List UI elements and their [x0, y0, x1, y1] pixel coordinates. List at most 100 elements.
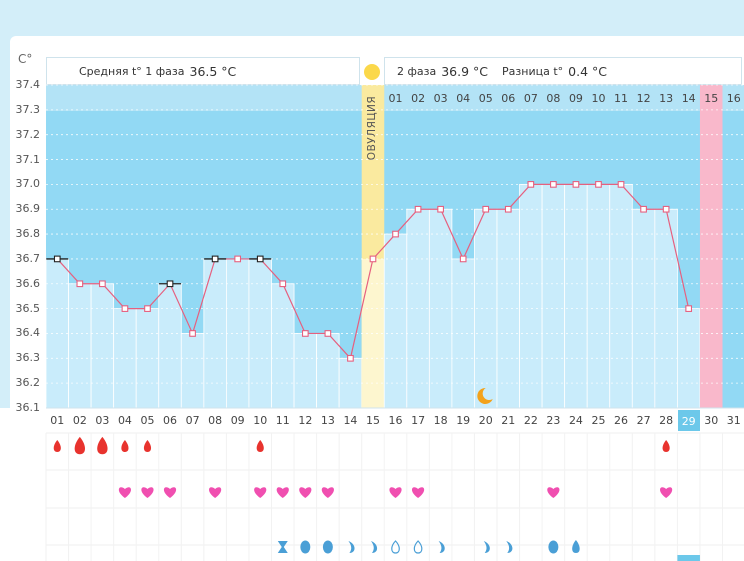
- temperature-point: [685, 305, 693, 312]
- x-tick-label[interactable]: 20: [478, 414, 493, 427]
- discharge-curl-icon: [506, 541, 513, 553]
- temperature-point: [572, 181, 580, 188]
- temperature-point: [53, 255, 61, 263]
- heart-icon: [411, 487, 425, 498]
- y-tick-label: 36.1: [15, 401, 41, 414]
- x-tick-label[interactable]: 14: [343, 414, 358, 427]
- phase2-day-number: 08: [546, 92, 561, 105]
- temperature-bar: [180, 333, 205, 409]
- x-tick-label[interactable]: 19: [456, 414, 471, 427]
- heart-icon: [209, 487, 222, 498]
- temperature-point: [482, 205, 490, 213]
- x-tick-label[interactable]: 17: [411, 414, 426, 427]
- discharge-curl-icon: [348, 541, 355, 553]
- x-tick-label[interactable]: 09: [230, 414, 245, 427]
- x-tick-label[interactable]: 15: [366, 414, 380, 427]
- x-tick-label[interactable]: 18: [433, 414, 448, 427]
- temperature-point: [347, 354, 354, 362]
- x-tick-label[interactable]: 27: [636, 414, 651, 427]
- x-tick-label[interactable]: 10: [253, 414, 268, 427]
- x-tick-label[interactable]: 08: [208, 414, 223, 427]
- temperature-point: [234, 255, 242, 263]
- temperature-point: [76, 280, 84, 288]
- temperature-bar: [519, 183, 543, 409]
- y-tick-label: 37.0: [15, 177, 41, 191]
- blood-drop-icon: [97, 436, 108, 455]
- temperature-bar: [406, 208, 430, 409]
- y-tick-label: 36.3: [15, 351, 41, 365]
- heart-icon: [141, 487, 154, 498]
- y-tick-label: 36.2: [15, 376, 41, 390]
- temperature-bar: [293, 333, 317, 409]
- heart-icon: [118, 487, 132, 498]
- x-tick-label[interactable]: 26: [614, 414, 629, 427]
- temperature-point: [617, 181, 625, 188]
- x-tick-label[interactable]: 30: [704, 414, 719, 427]
- temperature-point: [301, 330, 309, 337]
- x-tick-label[interactable]: 24: [568, 414, 583, 427]
- x-tick-label[interactable]: 28: [659, 414, 674, 427]
- temperature-point: [640, 205, 647, 213]
- temperature-point: [369, 255, 377, 263]
- temperature-bar: [90, 283, 115, 409]
- temperature-bar: [541, 183, 566, 409]
- diff-value: 0.4 °C: [568, 63, 607, 79]
- blood-drop-icon: [74, 436, 85, 455]
- y-tick-label: 37.4: [15, 78, 41, 91]
- discharge-drop-icon: [572, 540, 580, 553]
- x-tick-label[interactable]: 22: [523, 414, 538, 427]
- heart-icon: [299, 487, 312, 498]
- phase2-day-number: 03: [433, 92, 448, 105]
- ovulation-marker: ОВУЛЯЦИЯ: [362, 88, 383, 168]
- temperature-point: [99, 280, 106, 288]
- phase2-day-number: 06: [501, 92, 516, 105]
- discharge-curl-icon: [438, 541, 445, 553]
- x-tick-label[interactable]: 11: [275, 414, 290, 427]
- x-tick-label-today[interactable]: 29: [677, 410, 700, 431]
- x-tick-label[interactable]: 06: [163, 414, 178, 427]
- y-tick-label: 36.4: [15, 326, 41, 340]
- blood-drop-icon: [121, 440, 129, 452]
- phase1-label: Средняя t° 1 фаза: [79, 64, 185, 78]
- x-tick-label[interactable]: 12: [298, 414, 313, 427]
- x-tick-label[interactable]: 13: [320, 414, 335, 427]
- temperature-point: [121, 305, 129, 312]
- phase1-value: 36.5 °C: [189, 63, 237, 79]
- x-tick-label[interactable]: 25: [591, 414, 606, 427]
- x-tick-label[interactable]: 07: [185, 414, 200, 427]
- phase2-day-number: 13: [659, 92, 674, 105]
- x-tick-label[interactable]: 03: [95, 414, 110, 427]
- x-tick-label[interactable]: 21: [501, 414, 516, 427]
- temperature-bar: [586, 183, 611, 409]
- temperature-bar: [383, 233, 408, 409]
- phase2-day-number: 01: [388, 92, 403, 105]
- x-tick-label[interactable]: 16: [388, 414, 403, 427]
- phase2-day-number: 12: [636, 92, 651, 105]
- y-tick-label: 36.6: [15, 276, 41, 290]
- temperature-point: [256, 255, 264, 263]
- phase2-day-number: 05: [478, 92, 493, 105]
- temperature-point: [166, 280, 174, 288]
- heart-icon: [389, 487, 402, 498]
- phase2-label: 2 фаза: [397, 64, 437, 78]
- phase2-day-number: 11: [614, 92, 629, 105]
- temperature-point: [279, 280, 287, 288]
- sun-icon: [364, 64, 380, 80]
- temperature-point: [504, 205, 512, 213]
- y-tick-label: 36.7: [15, 251, 41, 265]
- discharge-oval-icon: [322, 540, 333, 554]
- x-tick-label[interactable]: 04: [117, 414, 132, 427]
- discharge-oval-icon: [548, 540, 559, 554]
- x-tick-label[interactable]: 01: [50, 414, 65, 427]
- discharge-curl-icon: [483, 541, 490, 553]
- discharge-curl-icon: [370, 541, 378, 553]
- x-tick-label[interactable]: 05: [140, 414, 155, 427]
- today-column-marker: [677, 555, 700, 561]
- blood-drop-icon: [53, 440, 61, 452]
- x-tick-label[interactable]: 02: [72, 414, 87, 427]
- y-tick-label: 37.3: [15, 102, 41, 116]
- x-tick-label[interactable]: 31: [726, 414, 741, 427]
- discharge-ring-icon: [413, 540, 423, 554]
- temperature-point: [189, 330, 196, 337]
- x-tick-label[interactable]: 23: [546, 414, 561, 427]
